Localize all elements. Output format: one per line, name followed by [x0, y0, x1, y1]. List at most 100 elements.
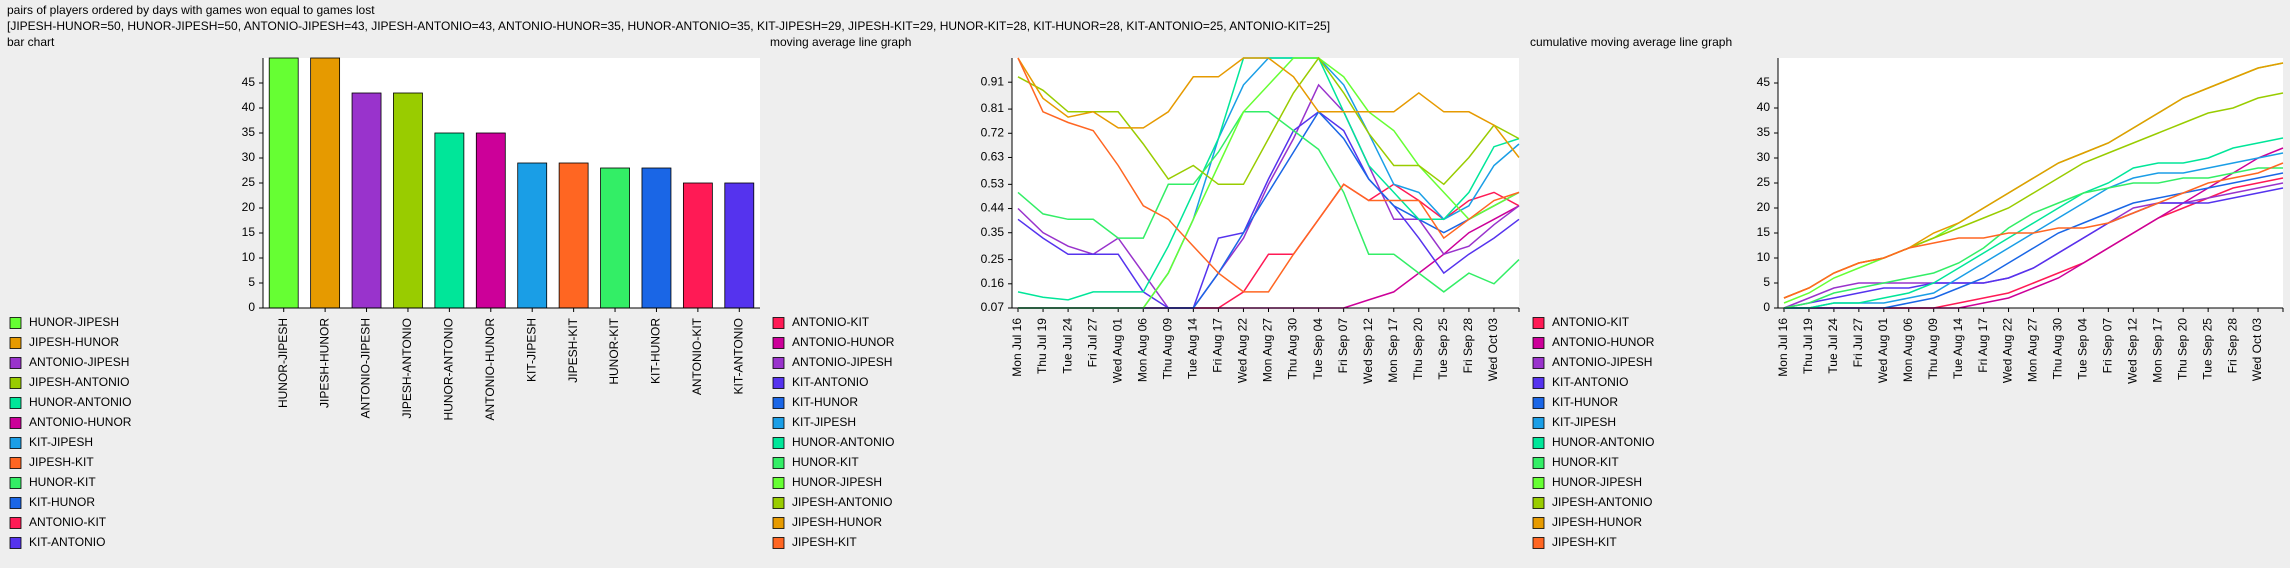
x-tick-label: Fri Sep 07 — [1336, 318, 1350, 374]
series-line — [1017, 110, 1520, 309]
y-tick-label: 0.25 — [981, 252, 1005, 266]
y-tick-label: 35 — [242, 125, 256, 139]
x-tick-label: Fri Aug 17 — [1211, 318, 1225, 373]
bar — [393, 92, 423, 309]
y-tick-label: 0 — [1763, 300, 1770, 314]
legend-swatch — [772, 397, 785, 409]
x-tick-label: Mon Aug 27 — [2026, 318, 2040, 382]
y-tick-label: 0.44 — [981, 201, 1005, 215]
legend-swatch — [9, 437, 22, 449]
legend-label: ANTONIO-KIT — [1552, 315, 1630, 329]
x-tick-label: JIPESH-ANTONIO — [400, 318, 414, 418]
y-tick-label: 0.91 — [981, 74, 1005, 88]
x-tick-label: Mon Sep 17 — [1386, 318, 1400, 383]
legend-swatch — [772, 337, 785, 349]
y-tick-label: 45 — [1757, 75, 1771, 89]
x-tick-label: ANTONIO-KIT — [690, 317, 704, 395]
x-tick-label: Fri Sep 28 — [2225, 318, 2239, 374]
legend-swatch — [1532, 537, 1545, 549]
x-tick-label: Tue Aug 14 — [1951, 318, 1965, 379]
chart-title: cumulative moving average line graph — [1530, 35, 1732, 49]
legend-swatch — [772, 377, 785, 389]
legend-label: ANTONIO-KIT — [792, 315, 870, 329]
y-tick-label: 40 — [242, 100, 256, 114]
legend-label: HUNOR-KIT — [29, 475, 96, 489]
x-tick-label: Thu Aug 30 — [1286, 318, 1300, 380]
legend-swatch — [1532, 517, 1545, 529]
x-tick-label: Tue Sep 04 — [1311, 318, 1325, 380]
series-line — [1783, 167, 2283, 309]
legend-label: HUNOR-KIT — [792, 455, 859, 469]
legend-label: JIPESH-KIT — [792, 535, 857, 549]
legend-swatch — [1532, 497, 1545, 509]
legend-label: ANTONIO-KIT — [29, 515, 107, 529]
x-tick-label: Mon Aug 06 — [1901, 318, 1915, 382]
bar — [475, 132, 506, 309]
y-tick-label: 25 — [1757, 175, 1771, 189]
x-tick-label: Tue Aug 14 — [1186, 318, 1200, 379]
bar — [682, 182, 713, 309]
y-tick-label: 25 — [242, 175, 256, 189]
x-tick-label: Thu Aug 09 — [1160, 318, 1174, 380]
legend-label: ANTONIO-JIPESH — [792, 355, 892, 369]
x-tick-label: Wed Aug 22 — [1236, 318, 1250, 383]
series-line — [1017, 111, 1520, 293]
x-tick-label: KIT-ANTONIO — [731, 318, 745, 394]
y-tick-label: 5 — [1763, 275, 1770, 289]
legend-label: KIT-HUNOR — [1552, 395, 1618, 409]
x-tick-label: Thu Aug 09 — [1926, 318, 1940, 380]
legend-label: JIPESH-HUNOR — [29, 335, 119, 349]
header-title: pairs of players ordered by days with ga… — [7, 3, 375, 17]
legend-label: JIPESH-ANTONIO — [792, 495, 892, 509]
x-tick-label: Mon Aug 06 — [1135, 318, 1149, 382]
bar — [600, 167, 630, 309]
legend-label: KIT-HUNOR — [29, 495, 95, 509]
legend-swatch — [9, 377, 22, 389]
series-line — [1017, 57, 1520, 293]
legend-label: KIT-JIPESH — [1552, 415, 1616, 429]
x-tick-label: Fri Aug 17 — [1976, 318, 1990, 373]
x-tick-label: Mon Aug 27 — [1261, 318, 1275, 382]
x-tick-label: Thu Aug 30 — [2051, 318, 2065, 380]
legend-label: JIPESH-KIT — [1552, 535, 1617, 549]
legend-label: HUNOR-JIPESH — [29, 315, 119, 329]
series-line — [1784, 137, 2284, 309]
x-tick-label: Tue Sep 04 — [2076, 318, 2090, 380]
x-tick-label: HUNOR-KIT — [607, 317, 621, 384]
legend-swatch — [1532, 357, 1545, 369]
y-tick-label: 10 — [242, 250, 256, 264]
legend-swatch — [1532, 417, 1545, 429]
y-tick-label: 0.72 — [981, 125, 1005, 139]
legend-label: KIT-ANTONIO — [29, 535, 105, 549]
chart-title: bar chart — [7, 35, 55, 49]
x-tick-label: Thu Sep 20 — [1411, 318, 1425, 380]
legend-label: HUNOR-JIPESH — [1552, 475, 1642, 489]
legend-swatch — [772, 317, 785, 329]
x-tick-label: Fri Sep 07 — [2101, 318, 2115, 374]
legend-label: KIT-JIPESH — [29, 435, 93, 449]
legend-swatch — [1532, 317, 1545, 329]
legend-label: ANTONIO-HUNOR — [1552, 335, 1655, 349]
legend-label: KIT-ANTONIO — [1552, 375, 1628, 389]
y-tick-label: 35 — [1757, 125, 1771, 139]
series-line — [1783, 187, 2284, 309]
legend-swatch — [9, 337, 22, 349]
x-tick-label: ANTONIO-HUNOR — [483, 318, 497, 421]
legend-label: KIT-JIPESH — [792, 415, 856, 429]
y-tick-label: 40 — [1757, 100, 1771, 114]
series-line — [1017, 57, 1520, 158]
legend-swatch — [1532, 337, 1545, 349]
legend-swatch — [1532, 377, 1545, 389]
legend-swatch — [1532, 477, 1545, 489]
legend-swatch — [772, 457, 785, 469]
y-tick-label: 5 — [248, 275, 255, 289]
series-line — [1783, 162, 2284, 299]
y-tick-label: 15 — [1757, 225, 1771, 239]
y-tick-label: 0.35 — [981, 225, 1005, 239]
y-tick-label: 20 — [242, 200, 256, 214]
x-tick-label: Wed Aug 22 — [2001, 318, 2015, 383]
bar — [641, 167, 672, 309]
x-tick-label: KIT-JIPESH — [524, 318, 538, 382]
legend-label: KIT-HUNOR — [792, 395, 858, 409]
